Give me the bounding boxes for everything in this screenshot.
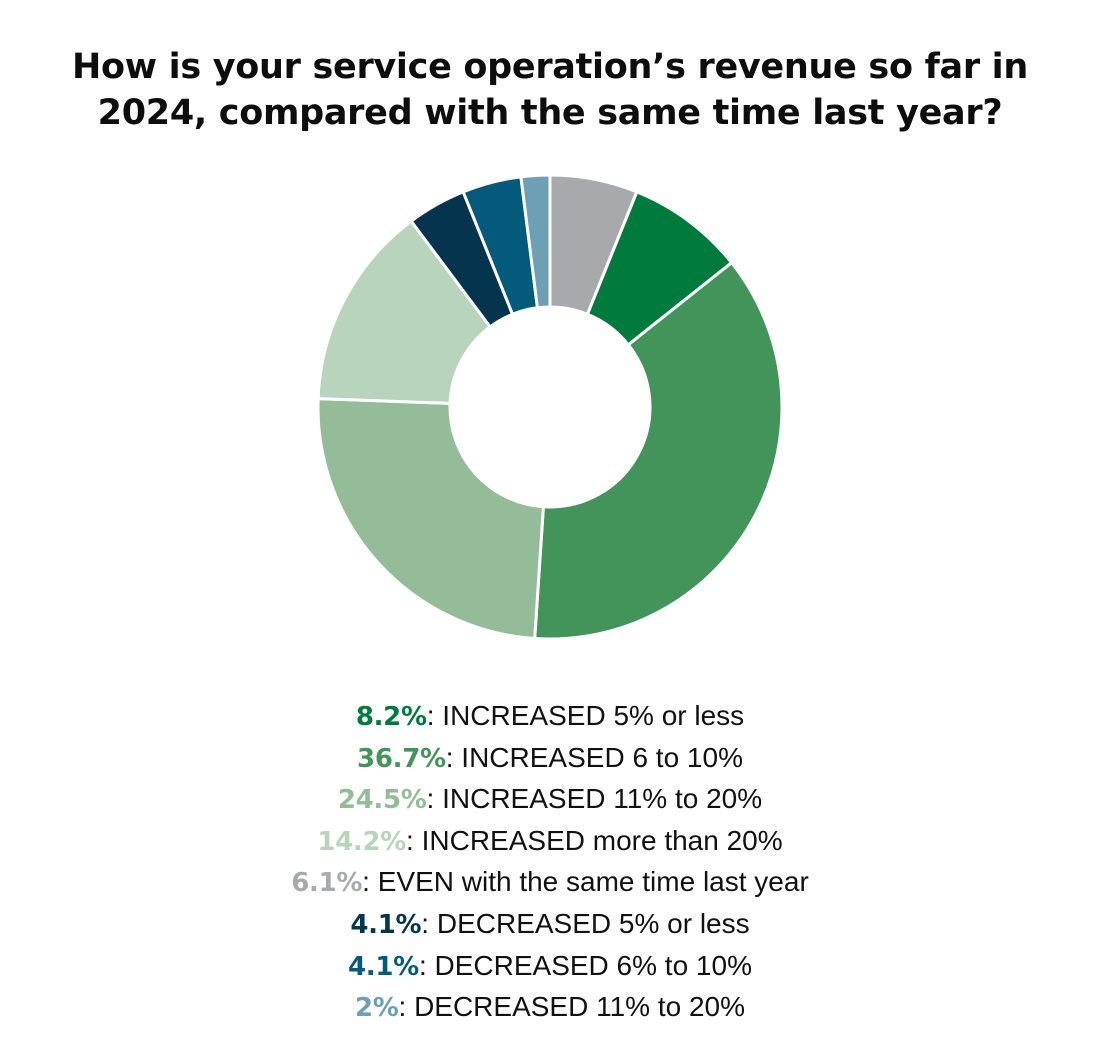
legend-item: 8.2%: INCREASED 5% or less xyxy=(0,696,1100,738)
legend-separator: : xyxy=(398,991,415,1023)
legend-separator: : xyxy=(418,949,435,981)
legend-value: 24.5% xyxy=(337,785,427,816)
donut-slice xyxy=(316,397,545,640)
donut-slice xyxy=(533,261,784,641)
legend-separator: : xyxy=(406,824,422,856)
legend-separator: : xyxy=(426,700,443,731)
legend-value: 2% xyxy=(354,993,399,1024)
legend-value: 14.2% xyxy=(317,826,407,857)
legend-label: DECREASED 5% or less xyxy=(436,907,750,939)
legend-separator: : xyxy=(362,866,378,898)
legend-item: 6.1%: EVEN with the same time last year xyxy=(0,862,1100,904)
legend-item: 4.1%: DECREASED 5% or less xyxy=(0,904,1100,946)
legend-label: EVEN with the same time last year xyxy=(377,866,809,898)
chart-title-line-1: How is your service operation’s revenue … xyxy=(71,47,1028,87)
chart-legend: 8.2%: INCREASED 5% or less 36.7%: INCREA… xyxy=(0,696,1100,1029)
donut-slice xyxy=(316,219,492,405)
legend-separator: : xyxy=(426,783,443,815)
legend-item: 24.5%: INCREASED 11% to 20% xyxy=(0,779,1100,821)
legend-item: 2%: DECREASED 11% to 20% xyxy=(0,987,1100,1029)
legend-value: 4.1% xyxy=(348,951,419,982)
legend-label: INCREASED 5% or less xyxy=(442,700,745,731)
legend-label: DECREASED 6% to 10% xyxy=(434,949,752,981)
legend-label: INCREASED 11% to 20% xyxy=(442,783,763,815)
legend-separator: : xyxy=(445,741,462,773)
legend-item: 36.7%: INCREASED 6 to 10% xyxy=(0,738,1100,780)
legend-value: 8.2% xyxy=(355,702,427,732)
legend-value: 36.7% xyxy=(357,743,446,774)
chart-title: How is your service operation’s revenue … xyxy=(0,44,1100,136)
legend-label: INCREASED 6 to 10% xyxy=(461,741,743,773)
legend-label: INCREASED more than 20% xyxy=(421,824,783,856)
donut-slice xyxy=(519,173,552,310)
legend-separator: : xyxy=(421,907,437,939)
chart-title-line-2: 2024, compared with the same time last y… xyxy=(97,93,1003,133)
legend-value: 6.1% xyxy=(291,868,363,899)
legend-item: 4.1%: DECREASED 6% to 10% xyxy=(0,946,1100,988)
legend-value: 4.1% xyxy=(350,909,422,940)
legend-label: DECREASED 11% to 20% xyxy=(414,991,746,1023)
donut-chart xyxy=(316,173,784,641)
legend-item: 14.2%: INCREASED more than 20% xyxy=(0,821,1100,863)
